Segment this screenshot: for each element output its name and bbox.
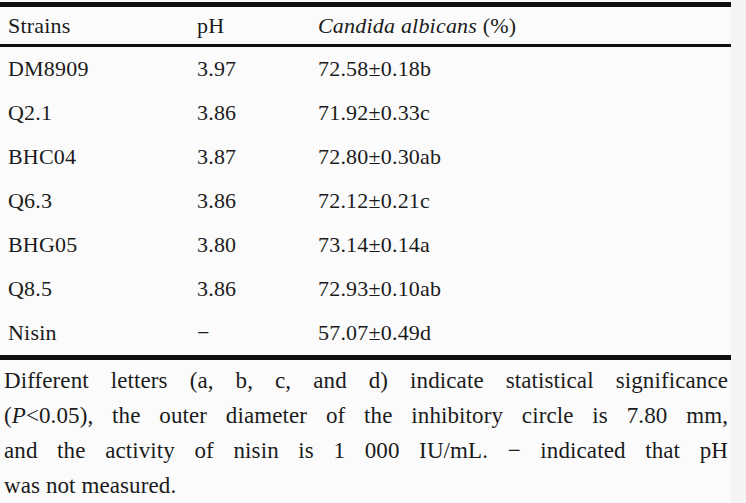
strain-cell: Q6.3 bbox=[0, 188, 197, 214]
ph-cell: 3.97 bbox=[197, 56, 318, 82]
inhibition-value-cell: 57.07±0.49d bbox=[318, 320, 731, 346]
inhibition-value-cell: 72.12±0.21c bbox=[318, 188, 731, 214]
footnote-line-2: (P<0.05), the outer diameter of the inhi… bbox=[4, 398, 728, 433]
strain-cell: Q2.1 bbox=[0, 100, 197, 126]
table-header-row: Strains pH Candida albicans (%) bbox=[0, 7, 731, 44]
ph-not-measured-dash: − bbox=[197, 320, 318, 346]
table-row-nisin: Nisin − 57.07±0.49d bbox=[0, 311, 731, 355]
footnote-line-1: Different letters (a, b, c, and d) indic… bbox=[4, 363, 728, 398]
strain-cell: Q8.5 bbox=[0, 276, 197, 302]
ph-cell: 3.87 bbox=[197, 144, 318, 170]
footnote-text: was not measured. bbox=[4, 473, 176, 498]
column-header-strains: Strains bbox=[0, 13, 197, 39]
inhibition-value-cell: 72.93±0.10ab bbox=[318, 276, 731, 302]
table-footnote: Different letters (a, b, c, and d) indic… bbox=[0, 360, 731, 503]
strain-cell: DM8909 bbox=[0, 56, 197, 82]
table-row-dm8909: DM8909 3.97 72.58±0.18b bbox=[0, 47, 731, 91]
table-row-q6-3: Q6.3 3.86 72.12±0.21c bbox=[0, 179, 731, 223]
ph-cell: 3.86 bbox=[197, 276, 318, 302]
inhibition-value-cell: 73.14±0.14a bbox=[318, 232, 731, 258]
inhibition-value-cell: 72.58±0.18b bbox=[318, 56, 731, 82]
footnote-text: <0.05), the outer diameter of the inhibi… bbox=[26, 403, 728, 428]
table-row-q8-5: Q8.5 3.86 72.93±0.10ab bbox=[0, 267, 731, 311]
column-header-candida-albicans: Candida albicans (%) bbox=[318, 13, 731, 39]
strain-cell: Nisin bbox=[0, 320, 197, 346]
ph-cell: 3.86 bbox=[197, 188, 318, 214]
footnote-text: ( bbox=[4, 403, 12, 428]
table-row-q2-1: Q2.1 3.86 71.92±0.33c bbox=[0, 91, 731, 135]
strain-cell: BHG05 bbox=[0, 232, 197, 258]
footnote-line-3: and the activity of nisin is 1 000 IU/mL… bbox=[4, 433, 728, 468]
footnote-text: Different letters (a, b, c, and d) indic… bbox=[4, 368, 728, 393]
percent-unit-suffix: (%) bbox=[477, 13, 516, 38]
inhibition-value-cell: 72.80±0.30ab bbox=[318, 144, 731, 170]
footnote-italic-p: P bbox=[12, 403, 26, 428]
table-content: Strains pH Candida albicans (%) DM8909 3… bbox=[0, 0, 731, 503]
ph-cell: 3.86 bbox=[197, 100, 318, 126]
strain-cell: BHC04 bbox=[0, 144, 197, 170]
footnote-line-4: was not measured. bbox=[4, 468, 728, 503]
candida-albicans-italic-label: Candida albicans bbox=[318, 13, 477, 38]
column-header-ph: pH bbox=[197, 13, 318, 39]
table-row-bhg05: BHG05 3.80 73.14±0.14a bbox=[0, 223, 731, 267]
table-row-bhc04: BHC04 3.87 72.80±0.30ab bbox=[0, 135, 731, 179]
page-edge-strip bbox=[731, 0, 746, 503]
paper-table-page: Strains pH Candida albicans (%) DM8909 3… bbox=[0, 0, 746, 503]
inhibition-value-cell: 71.92±0.33c bbox=[318, 100, 731, 126]
footnote-text: and the activity of nisin is 1 000 IU/mL… bbox=[4, 438, 728, 463]
ph-cell: 3.80 bbox=[197, 232, 318, 258]
